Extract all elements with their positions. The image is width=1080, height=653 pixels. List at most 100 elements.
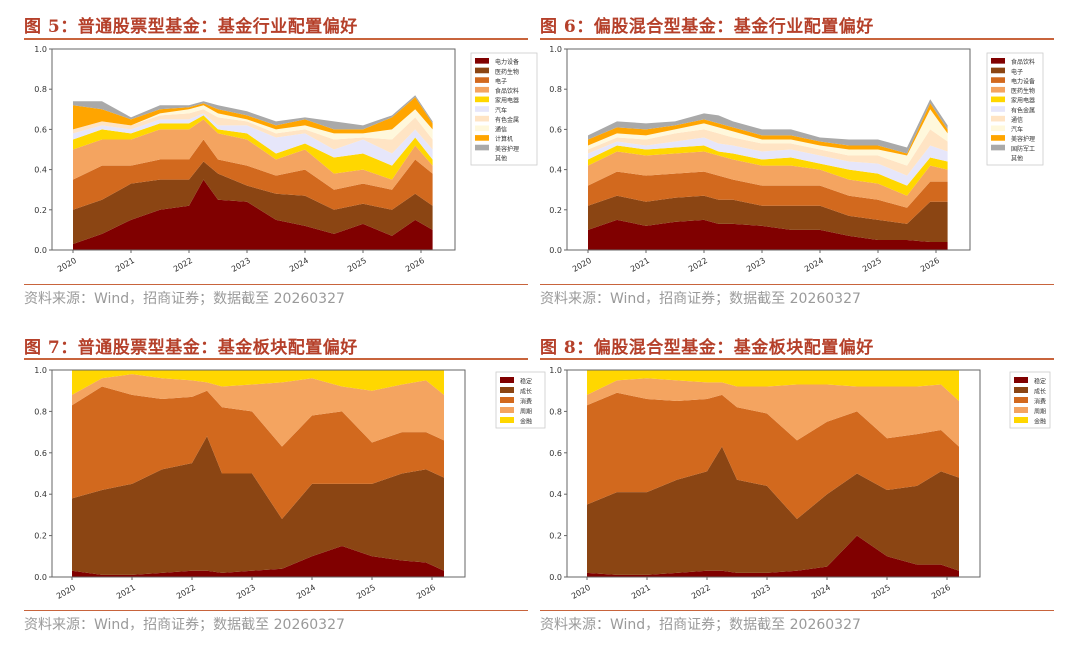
legend-label: 周期	[520, 408, 532, 416]
y-tick-label: 0.4	[549, 490, 562, 499]
legend-label: 食品饮料	[495, 87, 519, 95]
area-医药生物	[588, 151, 948, 208]
figure-title-6: 图 6：偏股混合型基金：基金行业配置偏好	[540, 17, 874, 37]
legend-swatch	[475, 96, 489, 103]
area-汽车	[588, 109, 948, 166]
legend-label: 消费	[1034, 398, 1046, 406]
legend-swatch	[1014, 397, 1028, 403]
legend-label: 其他	[1011, 155, 1023, 163]
area-美容护理	[73, 95, 433, 130]
x-tick-label: 2021	[629, 256, 651, 274]
legend-swatch	[500, 387, 514, 393]
y-tick-label: 0.6	[549, 449, 562, 458]
legend-label: 汽车	[495, 106, 507, 114]
area-成长	[587, 446, 959, 575]
legend-swatch	[475, 58, 489, 64]
legend-label: 金融	[1034, 418, 1046, 426]
y-tick-label: 0.6	[34, 449, 47, 458]
x-tick-label: 2023	[235, 583, 257, 601]
plot-frame	[51, 369, 466, 578]
y-tick-label: 0.2	[34, 206, 47, 215]
source-rule	[24, 284, 528, 285]
x-tick-label: 2022	[690, 583, 712, 601]
area-周期	[72, 374, 444, 447]
title-rule	[24, 38, 528, 40]
y-tick-label: 0.6	[549, 125, 562, 134]
area-金融	[72, 370, 444, 395]
source-note-5: 资料来源：Wind，招商证券；数据截至 20260327	[24, 291, 345, 307]
area-电子	[588, 195, 948, 242]
x-tick-label: 2023	[230, 256, 252, 274]
plot-frame	[566, 48, 971, 251]
area-消费	[72, 386, 444, 520]
x-tick-label: 2020	[55, 583, 77, 601]
figure-title-7: 图 7：普通股票型基金：基金板块配置偏好	[24, 338, 358, 358]
legend-swatch	[500, 417, 514, 423]
legend-label: 汽车	[1011, 126, 1023, 134]
plot-frame	[566, 369, 981, 578]
legend-label: 周期	[1034, 408, 1046, 416]
legend-swatch	[991, 144, 1005, 151]
legend-label: 通信	[1011, 116, 1023, 124]
y-tick-label: 0.2	[34, 532, 47, 541]
legend-label: 电子	[1011, 68, 1023, 76]
legend-swatch	[991, 67, 1005, 74]
legend-swatch	[991, 86, 1005, 93]
x-tick-label: 2021	[114, 256, 136, 274]
legend-swatch	[991, 58, 1005, 64]
legend-swatch	[1014, 377, 1028, 383]
source-note-8: 资料来源：Wind，招商证券；数据截至 20260327	[540, 617, 861, 633]
area-通信	[73, 105, 433, 140]
area-食品饮料	[588, 219, 948, 250]
legend-swatch	[991, 96, 1005, 103]
x-tick-label: 2026	[930, 583, 952, 601]
chart-7: 0.0 0.2 0.4 0.6 0.8 1.0 2020 2021 2022 2023 2024 20…	[34, 366, 546, 601]
legend-label: 家用电器	[495, 97, 519, 105]
legend-swatch	[991, 77, 1005, 83]
legend-swatch	[991, 115, 1005, 122]
x-tick-label: 2024	[810, 583, 832, 601]
legend-swatch	[475, 144, 489, 151]
legend-swatch	[991, 135, 1005, 141]
plot-frame	[51, 48, 456, 251]
legend-swatch	[1014, 387, 1028, 393]
chart-8: 0.0 0.2 0.4 0.6 0.8 1.0 2020 2021 2022 2023 2024 20…	[549, 366, 1051, 601]
y-tick-label: 0.4	[34, 490, 47, 499]
y-tick-label: 0.0	[34, 246, 47, 255]
legend-label: 稳定	[520, 378, 532, 386]
legend-label: 食品饮料	[1011, 58, 1035, 66]
legend-swatch	[475, 125, 489, 132]
x-tick-label: 2022	[687, 256, 709, 274]
legend-swatch	[475, 135, 489, 141]
y-tick-label: 0.4	[549, 166, 562, 175]
legend-label: 电力设备	[495, 58, 519, 66]
legend-swatch	[500, 407, 514, 413]
area-周期	[587, 378, 959, 447]
chart-6: 0.0 0.2 0.4 0.6 0.8 1.0 2020 2021 2022 2023 2024 20…	[549, 45, 1044, 274]
legend-label: 通信	[495, 126, 507, 134]
legend-label: 成长	[520, 388, 532, 396]
legend-label: 计算机	[495, 135, 513, 143]
legend-swatch	[475, 154, 489, 160]
area-金融	[587, 370, 959, 402]
legend-swatch	[500, 377, 514, 383]
figure-title-5: 图 5：普通股票型基金：基金行业配置偏好	[24, 17, 358, 37]
area-稳定	[72, 545, 444, 577]
legend-swatch	[1014, 407, 1028, 413]
legend-swatch	[475, 77, 489, 83]
x-tick-label: 2025	[870, 583, 892, 601]
legend-label: 金融	[520, 418, 532, 426]
legend-swatch	[500, 397, 514, 403]
x-tick-label: 2024	[295, 583, 317, 601]
y-tick-label: 1.0	[34, 366, 47, 375]
legend-label: 医药生物	[1011, 87, 1035, 95]
source-rule	[540, 284, 1054, 285]
x-tick-label: 2021	[115, 583, 137, 601]
y-tick-label: 0.8	[34, 407, 47, 416]
y-tick-label: 0.0	[549, 573, 562, 582]
legend-label: 电力设备	[1011, 77, 1035, 85]
x-tick-label: 2023	[745, 256, 767, 274]
area-电子	[73, 139, 433, 210]
